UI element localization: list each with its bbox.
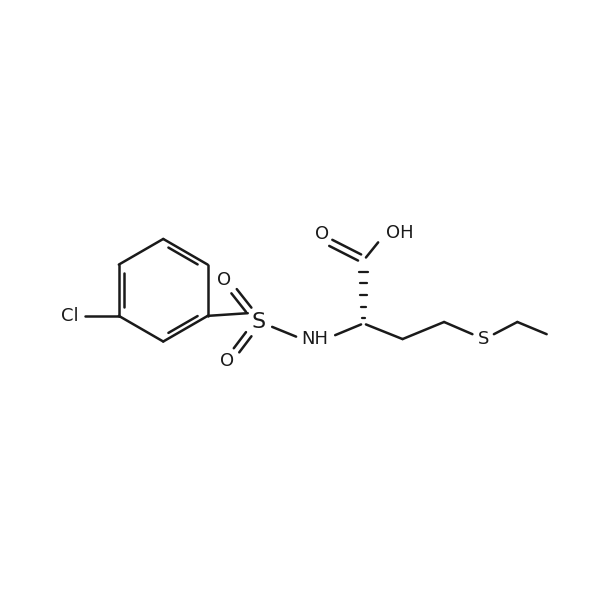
Text: OH: OH	[386, 224, 414, 242]
Text: O: O	[217, 271, 232, 289]
Text: O: O	[220, 352, 234, 370]
Text: NH: NH	[301, 330, 328, 348]
Text: S: S	[478, 330, 489, 348]
Text: S: S	[251, 312, 266, 332]
Text: Cl: Cl	[61, 307, 79, 325]
Text: O: O	[315, 225, 329, 243]
